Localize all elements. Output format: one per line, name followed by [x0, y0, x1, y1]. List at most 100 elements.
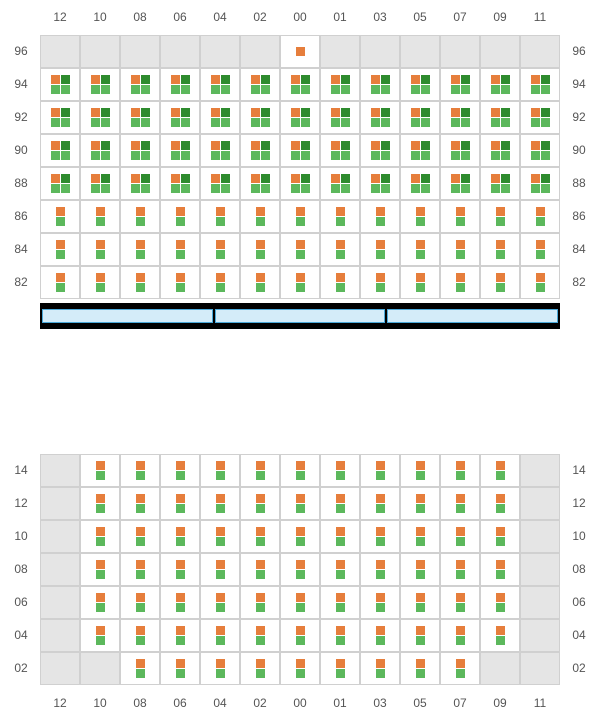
cell[interactable]	[360, 101, 400, 134]
cell[interactable]	[40, 233, 80, 266]
cell[interactable]	[120, 487, 160, 520]
cell[interactable]	[520, 167, 560, 200]
cell[interactable]	[400, 520, 440, 553]
cell[interactable]	[40, 167, 80, 200]
cell[interactable]	[320, 487, 360, 520]
cell[interactable]	[280, 101, 320, 134]
cell[interactable]	[160, 586, 200, 619]
cell[interactable]	[520, 520, 560, 553]
cell[interactable]	[440, 266, 480, 299]
cell[interactable]	[280, 454, 320, 487]
cell[interactable]	[120, 233, 160, 266]
cell[interactable]	[480, 35, 520, 68]
cell[interactable]	[280, 134, 320, 167]
cell[interactable]	[440, 68, 480, 101]
cell[interactable]	[480, 101, 520, 134]
cell[interactable]	[360, 233, 400, 266]
cell[interactable]	[160, 68, 200, 101]
cell[interactable]	[280, 167, 320, 200]
cell[interactable]	[40, 101, 80, 134]
cell[interactable]	[160, 134, 200, 167]
cell[interactable]	[520, 101, 560, 134]
cell[interactable]	[400, 487, 440, 520]
cell[interactable]	[40, 35, 80, 68]
cell[interactable]	[160, 266, 200, 299]
cell[interactable]	[160, 200, 200, 233]
cell[interactable]	[480, 487, 520, 520]
cell[interactable]	[520, 454, 560, 487]
cell[interactable]	[120, 553, 160, 586]
cell[interactable]	[40, 134, 80, 167]
cell[interactable]	[520, 619, 560, 652]
cell[interactable]	[400, 553, 440, 586]
cell[interactable]	[200, 487, 240, 520]
cell[interactable]	[160, 553, 200, 586]
cell[interactable]	[480, 167, 520, 200]
cell[interactable]	[400, 652, 440, 685]
cell[interactable]	[80, 233, 120, 266]
cell[interactable]	[440, 487, 480, 520]
cell[interactable]	[80, 553, 120, 586]
cell[interactable]	[320, 200, 360, 233]
cell[interactable]	[520, 233, 560, 266]
cell[interactable]	[440, 167, 480, 200]
cell[interactable]	[400, 68, 440, 101]
cell[interactable]	[160, 233, 200, 266]
cell[interactable]	[400, 233, 440, 266]
cell[interactable]	[240, 619, 280, 652]
cell[interactable]	[80, 619, 120, 652]
cell[interactable]	[120, 266, 160, 299]
cell[interactable]	[360, 134, 400, 167]
cell[interactable]	[360, 167, 400, 200]
cell[interactable]	[320, 233, 360, 266]
cell[interactable]	[360, 35, 400, 68]
cell[interactable]	[320, 454, 360, 487]
cell[interactable]	[520, 553, 560, 586]
cell[interactable]	[120, 68, 160, 101]
cell[interactable]	[280, 35, 320, 68]
cell[interactable]	[320, 167, 360, 200]
cell[interactable]	[520, 200, 560, 233]
cell[interactable]	[480, 233, 520, 266]
cell[interactable]	[200, 101, 240, 134]
cell[interactable]	[240, 233, 280, 266]
cell[interactable]	[240, 266, 280, 299]
cell[interactable]	[480, 68, 520, 101]
cell[interactable]	[360, 200, 400, 233]
cell[interactable]	[120, 619, 160, 652]
cell[interactable]	[80, 652, 120, 685]
cell[interactable]	[200, 68, 240, 101]
cell[interactable]	[320, 652, 360, 685]
cell[interactable]	[80, 586, 120, 619]
cell[interactable]	[440, 553, 480, 586]
cell[interactable]	[360, 586, 400, 619]
cell[interactable]	[520, 586, 560, 619]
cell[interactable]	[160, 101, 200, 134]
cell[interactable]	[480, 586, 520, 619]
cell[interactable]	[360, 454, 400, 487]
cell[interactable]	[240, 35, 280, 68]
cell[interactable]	[120, 520, 160, 553]
cell[interactable]	[40, 454, 80, 487]
cell[interactable]	[200, 233, 240, 266]
cell[interactable]	[200, 619, 240, 652]
cell[interactable]	[440, 134, 480, 167]
cell[interactable]	[280, 68, 320, 101]
cell[interactable]	[280, 586, 320, 619]
cell[interactable]	[80, 200, 120, 233]
cell[interactable]	[120, 652, 160, 685]
cell[interactable]	[200, 586, 240, 619]
cell[interactable]	[360, 652, 400, 685]
cell[interactable]	[240, 200, 280, 233]
cell[interactable]	[320, 134, 360, 167]
cell[interactable]	[200, 520, 240, 553]
cell[interactable]	[160, 454, 200, 487]
cell[interactable]	[80, 167, 120, 200]
cell[interactable]	[280, 520, 320, 553]
cell[interactable]	[120, 200, 160, 233]
cell[interactable]	[200, 652, 240, 685]
cell[interactable]	[120, 101, 160, 134]
cell[interactable]	[240, 487, 280, 520]
cell[interactable]	[120, 454, 160, 487]
cell[interactable]	[80, 487, 120, 520]
